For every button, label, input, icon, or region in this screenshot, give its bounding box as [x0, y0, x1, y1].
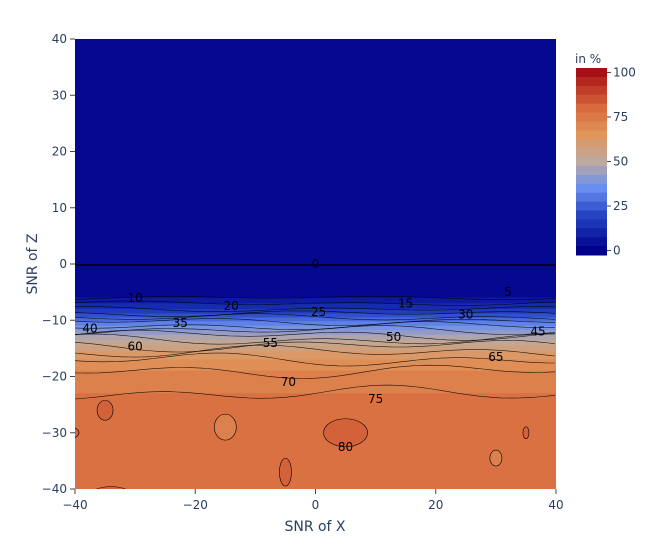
contour-label: 50: [386, 330, 401, 344]
contour-line-25: [75, 313, 556, 321]
y-tick-label: −40: [42, 482, 67, 496]
colorbar-step: [576, 85, 607, 96]
contour-label: 35: [173, 316, 188, 330]
colorbar-step: [576, 228, 607, 238]
colorbar-step: [576, 210, 607, 220]
contour-label: 25: [311, 305, 326, 319]
y-tick-label: −10: [42, 313, 67, 327]
colorbar-tick-label: 0: [613, 244, 621, 258]
contour-label: 70: [281, 375, 296, 389]
colorbar-step: [576, 121, 607, 131]
y-tick-label: 40: [52, 32, 67, 46]
x-tick-label: −20: [183, 498, 208, 512]
colorbar-step: [576, 219, 607, 229]
contour-island: [96, 486, 127, 489]
colorbar-step: [576, 174, 607, 185]
contour-line-40: [75, 325, 556, 335]
y-tick-label: −20: [42, 370, 67, 384]
contour-island: [214, 413, 237, 441]
colorbar-step: [576, 139, 607, 149]
contour-label: 5: [504, 285, 512, 299]
colorbar-step: [576, 103, 607, 114]
y-tick-label: 30: [52, 88, 67, 102]
x-axis-title: SNR of X: [284, 519, 345, 535]
contour-label: 40: [82, 322, 97, 336]
contour-line-10: [75, 300, 556, 306]
contour-line-5: [75, 296, 556, 301]
colorbar-step: [576, 246, 607, 256]
colorbar-tick-label: 50: [613, 155, 628, 169]
colorbar-step: [576, 76, 607, 87]
contour-label: 10: [127, 291, 142, 305]
y-tick-label: −30: [42, 426, 67, 440]
contour-line-30: [75, 318, 556, 326]
x-tick-label: 20: [428, 498, 443, 512]
contour-label: 15: [398, 296, 413, 310]
colorbar-step: [576, 157, 607, 167]
contour-island: [323, 418, 368, 448]
contour-line-50: [75, 333, 555, 345]
contour-island: [279, 457, 292, 487]
contour-line-60: [75, 344, 556, 358]
contour-island: [75, 427, 80, 438]
colorbar-step: [576, 112, 607, 122]
colorbar-tick-label: 75: [613, 110, 628, 124]
colorbar-step: [576, 148, 607, 158]
colorbar-step: [576, 192, 607, 203]
plot-area: [75, 39, 556, 489]
colorbar-tick-label: 25: [613, 199, 628, 213]
colorbar-title: in %: [575, 52, 601, 66]
contour-line-20: [75, 310, 556, 317]
contour-label: 0: [312, 257, 320, 271]
contour-line-35: [75, 321, 556, 330]
contour-label: 65: [488, 350, 503, 364]
colorbar-tick-label: 100: [613, 65, 636, 79]
contour-line-65: [75, 352, 555, 367]
contour-line-70: [75, 364, 556, 379]
contour-line-75: [75, 384, 556, 400]
contour-line-55: [75, 340, 556, 353]
colorbar-step: [576, 94, 607, 105]
colorbar-step: [576, 183, 607, 194]
colorbar-step: [576, 130, 607, 140]
contour-line-15: [75, 306, 555, 312]
colorbar-step: [576, 237, 607, 247]
contour-label: 30: [458, 308, 473, 322]
contour-island: [96, 399, 114, 421]
contour-island: [522, 426, 530, 440]
colorbar: in % 0 25 50 75 100: [575, 52, 636, 258]
contour-label: 45: [530, 325, 545, 339]
colorbar-step: [576, 68, 607, 78]
y-tick-label: 20: [52, 145, 67, 159]
contour-label: 20: [224, 299, 239, 313]
x-tick-label: 40: [548, 498, 563, 512]
x-tick-label: −40: [62, 498, 87, 512]
y-tick-label: 0: [59, 257, 67, 271]
colorbar-step: [576, 201, 607, 211]
contour-label: 60: [127, 340, 142, 354]
contour-label: 75: [368, 392, 383, 406]
y-axis-title: SNR of Z: [25, 233, 41, 294]
colorbar-step: [576, 165, 607, 176]
y-tick-label: 10: [52, 201, 67, 215]
x-tick-label: 0: [312, 498, 320, 512]
contour-island: [489, 449, 503, 467]
contour-label: 55: [263, 336, 278, 350]
contour-label: 80: [338, 440, 353, 454]
